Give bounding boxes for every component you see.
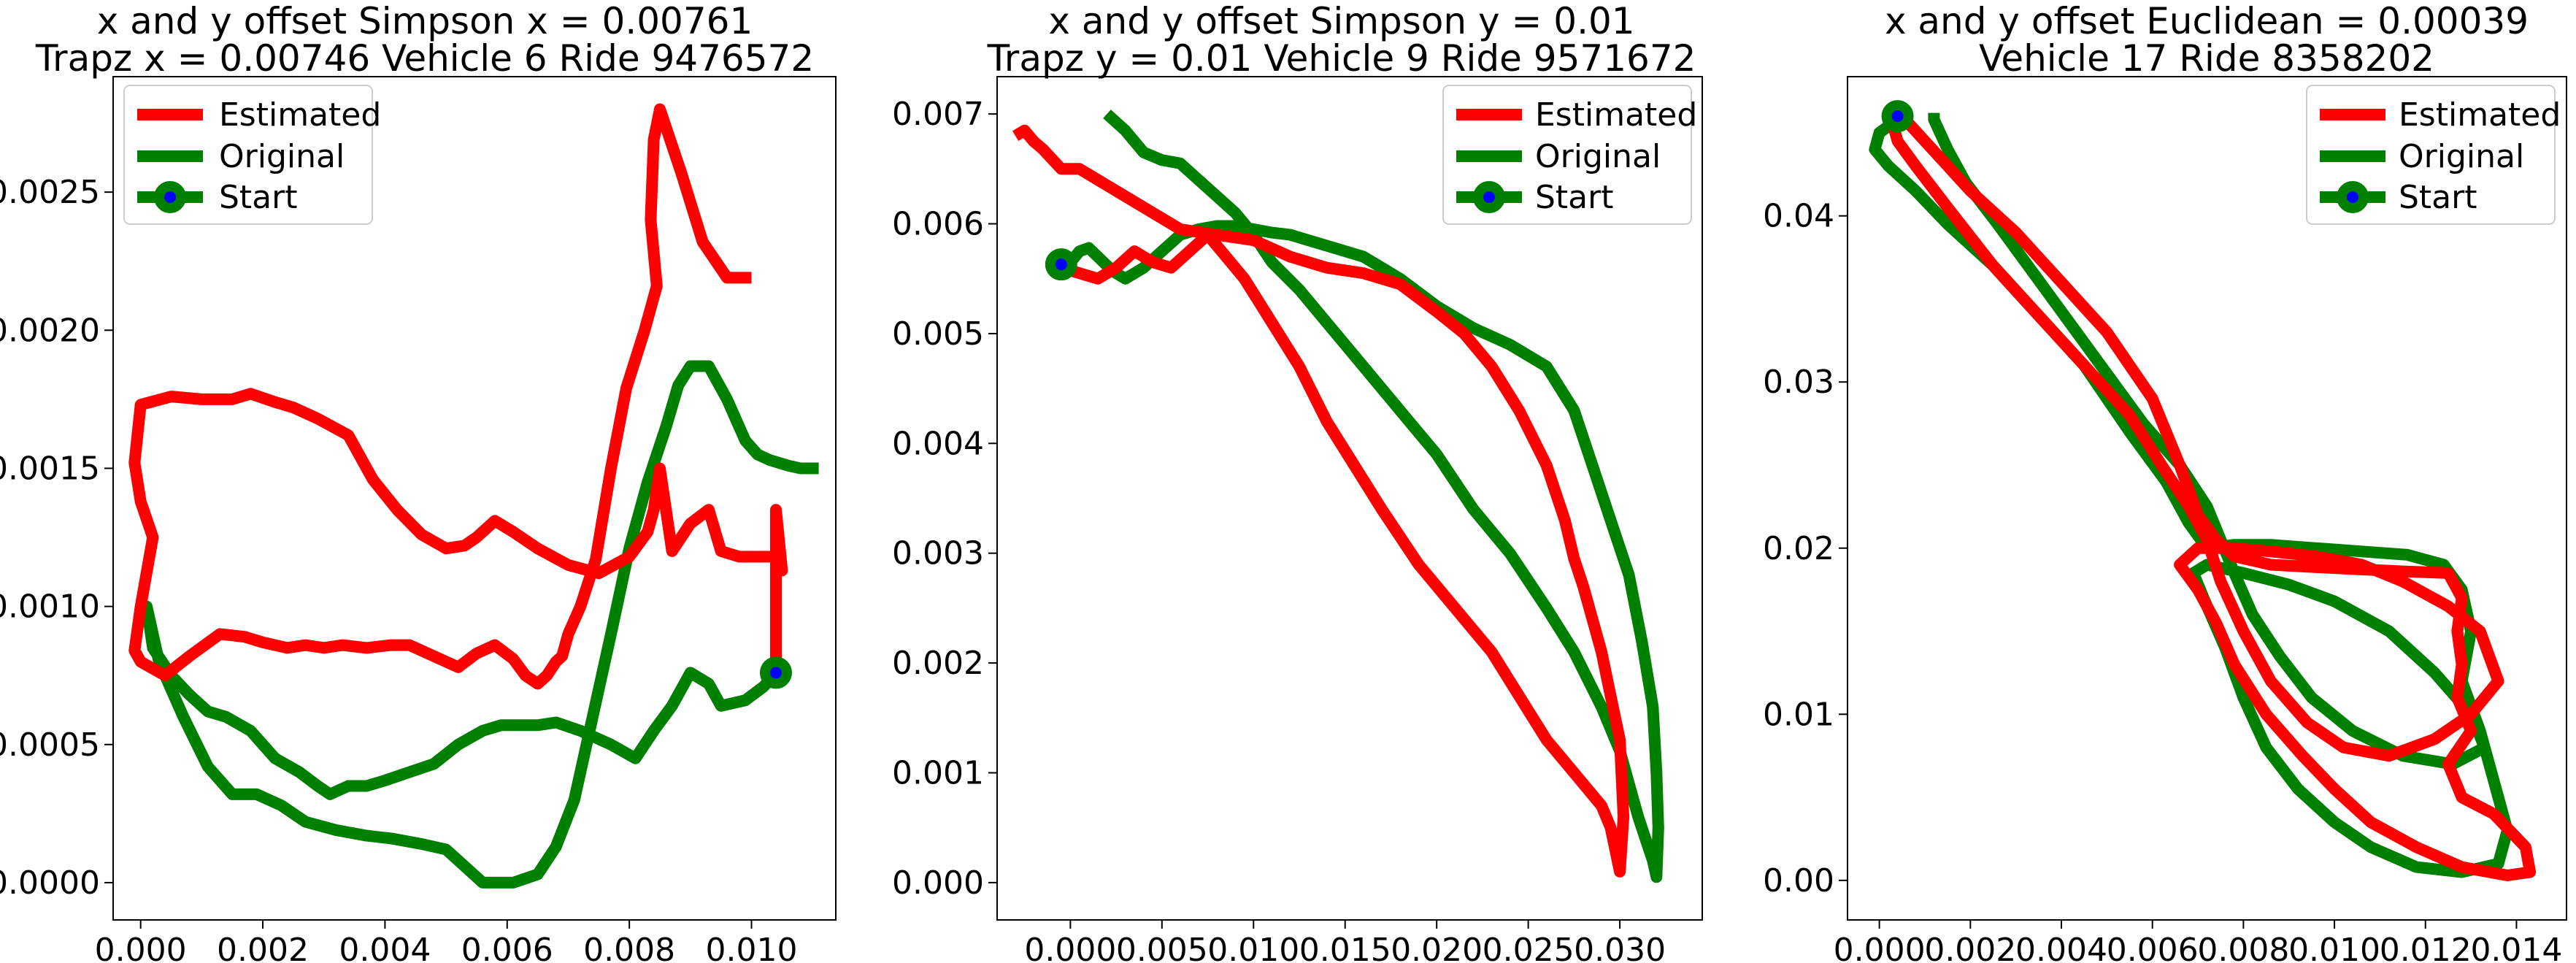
chart-1-x-tick-label: 0.002: [217, 932, 309, 963]
chart-3-plot-frame: [1847, 76, 2567, 921]
chart-1-legend-label-original: Original: [219, 138, 345, 175]
chart-panel-2: x and y offset Simpson y = 0.01 Trapz y …: [892, 0, 1703, 963]
chart-2-x-tick-label: 0.005: [1116, 932, 1208, 963]
chart-2-y-tick-label: 0.005: [892, 315, 984, 353]
chart-2-legend-label-start: Start: [1535, 179, 1614, 216]
chart-3-y-tick-label: 0.01: [1763, 696, 1834, 733]
chart-2-y-tick-label: 0.001: [892, 754, 984, 791]
chart-1-x-tick-label: 0.004: [339, 932, 431, 963]
chart-1-series-estimated-line: [128, 103, 788, 690]
chart-2-y-tick-label: 0.007: [892, 96, 984, 133]
chart-2-x-tick-label: 0.030: [1574, 932, 1666, 963]
chart-2-y-tick-label: 0.006: [892, 206, 984, 243]
chart-1-y-tick-label: 0.0015: [0, 450, 100, 487]
chart-2-start-marker: [1045, 248, 1077, 281]
chart-2-axes-layer: 0.000 0.005 0.010 0.015 0.020 0.025 0.0300.000…: [892, 96, 1666, 963]
chart-3-legend-label-original: Original: [2399, 138, 2524, 175]
chart-1-y-tick-label: 0.0005: [0, 726, 100, 764]
chart-1-legend-label-start: Start: [219, 179, 298, 216]
chart-2-x-tick-label: 0.010: [1207, 932, 1299, 963]
chart-1-legend-label-estimated: Estimated: [219, 96, 381, 134]
chart-3-title-line-1: x and y offset Euclidean = 0.00039: [1885, 0, 2529, 42]
chart-3-x-tick-label: 0.006: [2107, 932, 2199, 963]
chart-2-legend-label-original: Original: [1535, 138, 1661, 175]
chart-3-y-tick-label: 0.02: [1763, 530, 1834, 567]
chart-3-x-tick-label: 0.010: [2288, 932, 2380, 963]
chart-2-y-tick-label: 0.004: [892, 425, 984, 462]
chart-2-legend-label-estimated: Estimated: [1535, 96, 1697, 134]
chart-2-x-tick-label: 0.000: [1024, 932, 1116, 963]
chart-3-axes-layer: 0.0000.0020.0040.0060.0080.0100.0120.014…: [1763, 198, 2562, 963]
chart-panel-3: x and y offset Euclidean = 0.00039 Vehic…: [1763, 0, 2567, 963]
chart-3-legend-start-marker: [2337, 181, 2369, 213]
chart-2-series-layer: [1012, 110, 1664, 883]
chart-2-y-tick-label: 0.002: [892, 645, 984, 682]
chart-2-plot-frame: [996, 76, 1703, 921]
chart-1-x-tick-label: 0.000: [95, 932, 187, 963]
chart-1-title-line-2: Trapz x = 0.00746 Vehicle 6 Ride 9476572: [35, 37, 814, 80]
chart-2-title-line-1: x and y offset Simpson y = 0.01: [1048, 0, 1634, 42]
chart-panel-1: x and y offset Simpson x = 0.00761 Trapz…: [0, 0, 837, 963]
chart-3-legend-label-estimated: Estimated: [2399, 96, 2561, 134]
chart-3-x-tick-label: 0.002: [1924, 932, 2016, 963]
chart-1-x-tick-label: 0.010: [706, 932, 798, 963]
chart-1-legend: Estimated Original Start: [123, 85, 381, 225]
chart-2-y-tick-label: 0.000: [892, 864, 984, 902]
chart-1-x-tick-label: 0.008: [583, 932, 675, 963]
chart-3-y-tick-label: 0.00: [1763, 862, 1834, 899]
chart-1-series-layer: [128, 103, 819, 889]
chart-1-axes-layer: 0.000 0.002 0.004 0.006 0.008 0.010 0.0000 0.00…: [0, 174, 797, 963]
chart-3-y-tick-label: 0.04: [1763, 198, 1834, 235]
chart-2-x-tick-label: 0.020: [1391, 932, 1483, 963]
chart-1-y-tick-label: 0.0020: [0, 312, 100, 349]
chart-1-y-tick-label: 0.0010: [0, 588, 100, 626]
chart-1-y-tick-label: 0.0000: [0, 864, 100, 902]
chart-1-legend-start-marker: [154, 181, 186, 213]
chart-3-title-line-2: Vehicle 17 Ride 8358202: [1979, 37, 2434, 80]
chart-1-title-line-1: x and y offset Simpson x = 0.00761: [97, 0, 753, 42]
chart-3-legend: Estimated Original Start: [2306, 85, 2561, 225]
chart-3-x-tick-label: 0.000: [1834, 932, 1926, 963]
chart-3-x-tick-label: 0.008: [2197, 932, 2289, 963]
chart-2-x-tick-label: 0.025: [1483, 932, 1575, 963]
chart-3-series-layer: [1869, 100, 2537, 881]
chart-1-plot-frame: [112, 76, 837, 921]
chart-3-y-tick-label: 0.03: [1763, 364, 1834, 401]
chart-3-series-estimated-line: [1887, 112, 2537, 881]
chart-3-x-tick-label: 0.012: [2380, 932, 2472, 963]
chart-2-title-line-2: Trapz y = 0.01 Vehicle 9 Ride 9571672: [987, 37, 1696, 80]
chart-1-x-tick-label: 0.006: [461, 932, 553, 963]
chart-1-series-original-line: [141, 360, 819, 889]
chart-2-y-tick-label: 0.003: [892, 535, 984, 572]
chart-3-start-marker: [1881, 100, 1914, 133]
chart-1-y-tick-label: 0.0025: [0, 174, 100, 211]
chart-3-x-tick-label: 0.004: [2015, 932, 2107, 963]
chart-1-start-marker: [759, 656, 792, 689]
chart-2-legend: Estimated Original Start: [1442, 85, 1697, 225]
chart-2-series-estimated-line: [1012, 124, 1630, 878]
chart-3-x-tick-label: 0.014: [2470, 932, 2562, 963]
chart-3-legend-label-start: Start: [2399, 179, 2477, 216]
chart-2-x-tick-label: 0.015: [1299, 932, 1391, 963]
chart-2-legend-start-marker: [1473, 181, 1505, 213]
